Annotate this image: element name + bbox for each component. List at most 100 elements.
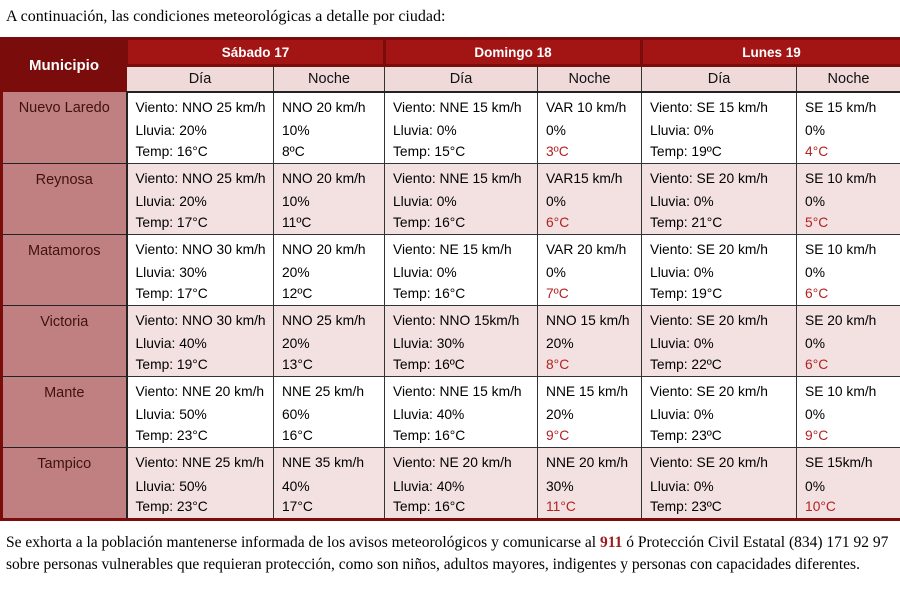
- subheader-noche-lunes: Noche: [797, 66, 900, 92]
- rain-line: Lluvia: 40%: [136, 334, 271, 355]
- subheader-dia-sabado: Día: [127, 66, 274, 92]
- rain-line: Lluvia: 40%: [393, 477, 534, 498]
- temp-line: 5°C: [805, 213, 897, 234]
- temp-line: Temp: 22ºC: [650, 355, 793, 376]
- rain-line: Lluvia: 0%: [650, 405, 793, 426]
- wind-line: VAR15 km/h: [546, 169, 638, 190]
- temp-line: Temp: 17°C: [136, 213, 271, 234]
- wind-line: Viento: NNO 25 km/h: [136, 169, 271, 190]
- temp-line: 9°C: [805, 426, 897, 447]
- rain-line: Lluvia: 50%: [136, 405, 271, 426]
- wind-line: NNO 15 km/h: [546, 311, 638, 332]
- temp-line: Temp: 19ºC: [650, 142, 793, 163]
- temp-line: Temp: 16°C: [393, 213, 534, 234]
- temp-line: Temp: 23°C: [136, 426, 271, 447]
- rain-line: 20%: [282, 334, 381, 355]
- temp-line: 6°C: [805, 284, 897, 305]
- rain-line: 0%: [805, 121, 897, 142]
- temp-line: 6°C: [805, 355, 897, 376]
- wind-line: SE 15km/h: [805, 453, 897, 474]
- wind-line: Viento: NNE 15 km/h: [393, 169, 534, 190]
- temp-line: Temp: 17°C: [136, 284, 271, 305]
- page-title: A continuación, las condiciones meteorol…: [6, 8, 894, 26]
- day-header-lunes: Lunes 19: [642, 39, 900, 66]
- wind-line: SE 10 km/h: [805, 382, 897, 403]
- subheader-noche-sabado: Noche: [274, 66, 385, 92]
- wind-line: VAR 10 km/h: [546, 98, 638, 119]
- footer-advisory: Se exhorta a la población mantenerse inf…: [6, 532, 894, 576]
- wind-line: SE 15 km/h: [805, 98, 897, 119]
- rain-line: Lluvia: 0%: [650, 192, 793, 213]
- temp-line: 11°C: [546, 497, 638, 518]
- rain-line: Lluvia: 20%: [136, 192, 271, 213]
- rain-line: Lluvia: 30%: [393, 334, 534, 355]
- wind-line: Viento: NNO 30 km/h: [136, 240, 271, 261]
- wind-line: Viento: NNE 20 km/h: [136, 382, 271, 403]
- temp-line: Temp: 19°C: [650, 284, 793, 305]
- rain-line: 0%: [805, 263, 897, 284]
- rain-line: 10%: [282, 121, 381, 142]
- temp-line: Temp: 16°C: [393, 426, 534, 447]
- rain-line: Lluvia: 50%: [136, 477, 271, 498]
- wind-line: NNE 25 km/h: [282, 382, 381, 403]
- wind-line: NNO 20 km/h: [282, 169, 381, 190]
- rain-line: 0%: [805, 192, 897, 213]
- temp-line: 12ºC: [282, 284, 381, 305]
- rain-line: 0%: [805, 405, 897, 426]
- temp-line: 3ºC: [546, 142, 638, 163]
- temp-line: Temp: 16°C: [136, 142, 271, 163]
- advisory-text-before: Se exhorta a la población mantenerse inf…: [6, 534, 600, 551]
- wind-line: Viento: SE 20 km/h: [650, 240, 793, 261]
- temp-line: 8°C: [546, 355, 638, 376]
- municipality-cell: Reynosa: [2, 163, 127, 234]
- wind-line: SE 10 km/h: [805, 169, 897, 190]
- rain-line: Lluvia: 0%: [650, 477, 793, 498]
- rain-line: Lluvia: 0%: [650, 263, 793, 284]
- wind-line: NNE 20 km/h: [546, 453, 638, 474]
- wind-line: NNO 25 km/h: [282, 311, 381, 332]
- rain-line: 40%: [282, 477, 381, 498]
- temp-line: Temp: 19°C: [136, 355, 271, 376]
- weather-table: Municipio Sábado 17 Domingo 18 Lunes 19 …: [0, 37, 900, 521]
- wind-line: Viento: SE 20 km/h: [650, 311, 793, 332]
- wind-line: NNO 20 km/h: [282, 98, 381, 119]
- wind-line: Viento: SE 15 km/h: [650, 98, 793, 119]
- temp-line: Temp: 23°C: [136, 497, 271, 518]
- rain-line: 0%: [805, 477, 897, 498]
- temp-line: Temp: 16°C: [393, 284, 534, 305]
- wind-line: VAR 20 km/h: [546, 240, 638, 261]
- wind-line: Viento: NE 20 km/h: [393, 453, 534, 474]
- temp-line: Temp: 23ºC: [650, 497, 793, 518]
- rain-line: 0%: [546, 263, 638, 284]
- rain-line: Lluvia: 0%: [650, 121, 793, 142]
- rain-line: Lluvia: 30%: [136, 263, 271, 284]
- rain-line: Lluvia: 0%: [650, 334, 793, 355]
- wind-line: Viento: NNO 25 km/h: [136, 98, 271, 119]
- day-header-domingo: Domingo 18: [385, 39, 642, 66]
- emergency-number: 911: [600, 534, 622, 551]
- rain-line: Lluvia: 40%: [393, 405, 534, 426]
- temp-line: 9°C: [546, 426, 638, 447]
- rain-line: 20%: [546, 334, 638, 355]
